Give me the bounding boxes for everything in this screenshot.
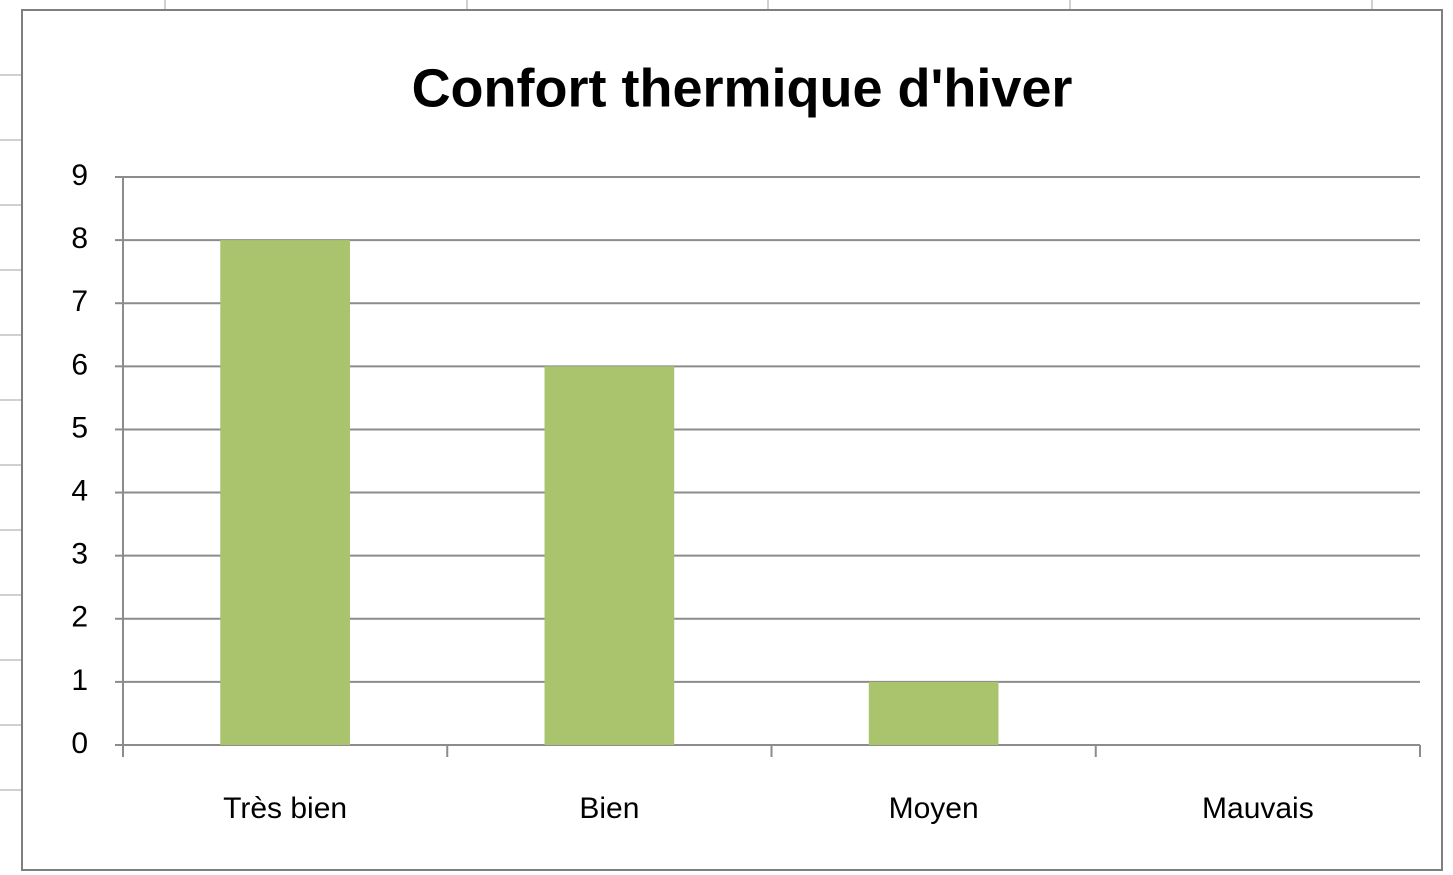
spreadsheet-background bbox=[0, 0, 1373, 791]
x-tick-label: Très bien bbox=[223, 792, 347, 825]
y-tick-label: 6 bbox=[71, 348, 88, 381]
x-tick-label: Mauvais bbox=[1202, 792, 1314, 825]
x-tick-label: Bien bbox=[579, 792, 639, 825]
y-tick-label: 5 bbox=[71, 411, 88, 444]
x-tick-label: Moyen bbox=[889, 792, 979, 825]
y-tick-label: 0 bbox=[71, 727, 88, 760]
y-tick-label: 4 bbox=[71, 474, 88, 507]
y-tick-label: 8 bbox=[71, 222, 88, 255]
y-tick-label: 3 bbox=[71, 538, 88, 571]
y-tick-label: 1 bbox=[71, 664, 88, 697]
y-tick-label: 9 bbox=[71, 159, 88, 192]
y-tick-label: 2 bbox=[71, 601, 88, 634]
chart-title: Confort thermique d'hiver bbox=[412, 58, 1073, 118]
bar bbox=[220, 240, 350, 745]
y-tick-label: 7 bbox=[71, 285, 88, 318]
bar bbox=[868, 681, 999, 745]
bar bbox=[544, 366, 675, 745]
